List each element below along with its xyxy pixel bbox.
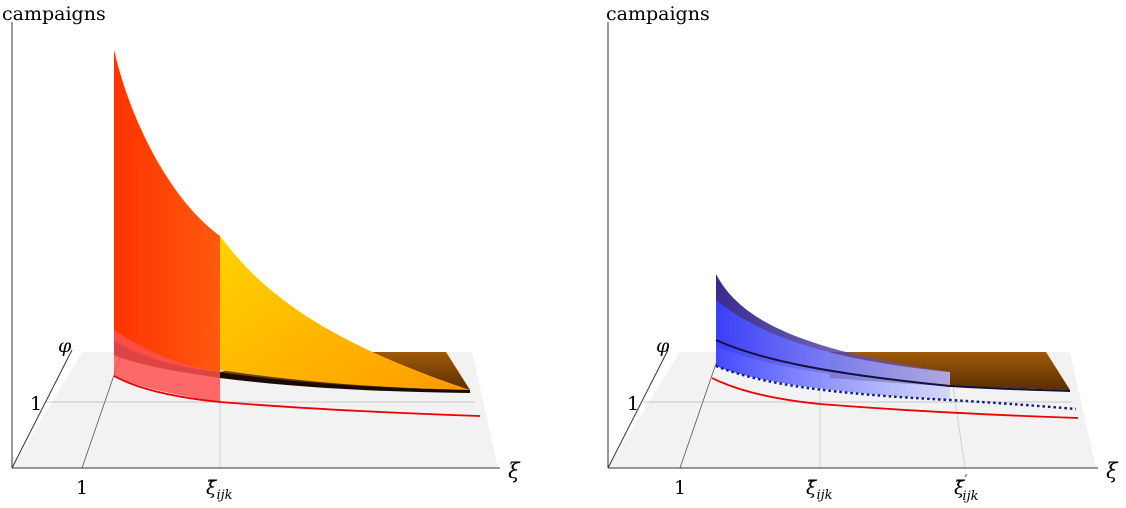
right-grid-line	[679, 351, 721, 469]
left-panel: campaigns φ 1 1 ξ̄ijk ξ	[2, 3, 521, 503]
right-x-tick-one: 1	[674, 477, 686, 499]
left-depth-tick: 1	[30, 393, 42, 415]
left-yellow-surface	[220, 236, 470, 390]
right-x-axis-label: ξ	[1106, 459, 1119, 483]
right-x-tick-xi-prime: ξ̄′ ijk	[954, 473, 979, 504]
left-x-tick-xi-base: ξ̄	[206, 477, 218, 499]
left-x-tick-xi: ξ̄ijk	[206, 477, 233, 503]
left-y-axis-label: campaigns	[2, 3, 106, 25]
right-depth-axis-label: φ	[656, 335, 670, 357]
right-y-axis-label: campaigns	[606, 3, 710, 25]
right-depth-tick: 1	[627, 393, 639, 415]
left-x-tick-one: 1	[76, 477, 88, 499]
right-depth-axis	[607, 349, 669, 469]
left-depth-axis-label: φ	[58, 335, 72, 357]
right-floor-curve	[711, 377, 1079, 419]
right-x-tick-xi-prime-sub: ijk	[962, 489, 978, 504]
right-panel: campaigns φ 1 1 ξ̄ijk ξ̄′ ijk ξ	[606, 3, 1119, 504]
left-red-surface	[114, 50, 220, 372]
left-floor-curve	[113, 375, 481, 417]
right-x-tick-xi-base: ξ̄	[806, 477, 818, 499]
left-x-axis-label: ξ	[508, 459, 521, 483]
left-pink-curtain	[114, 330, 220, 402]
left-depth-axis	[11, 349, 73, 469]
right-shadow-edge	[715, 339, 1071, 392]
right-x-tick-xi: ξ̄ijk	[806, 477, 833, 503]
right-x-tick-xi-sub: ijk	[816, 488, 832, 503]
left-x-tick-xi-sub: ijk	[216, 488, 232, 503]
right-x-tick-xi-prime-base: ξ̄	[954, 477, 966, 499]
right-dotted-curve	[715, 364, 1077, 411]
right-blue-curtain	[716, 300, 950, 400]
right-x-tick-xi-prime-sup: ′	[964, 473, 967, 488]
